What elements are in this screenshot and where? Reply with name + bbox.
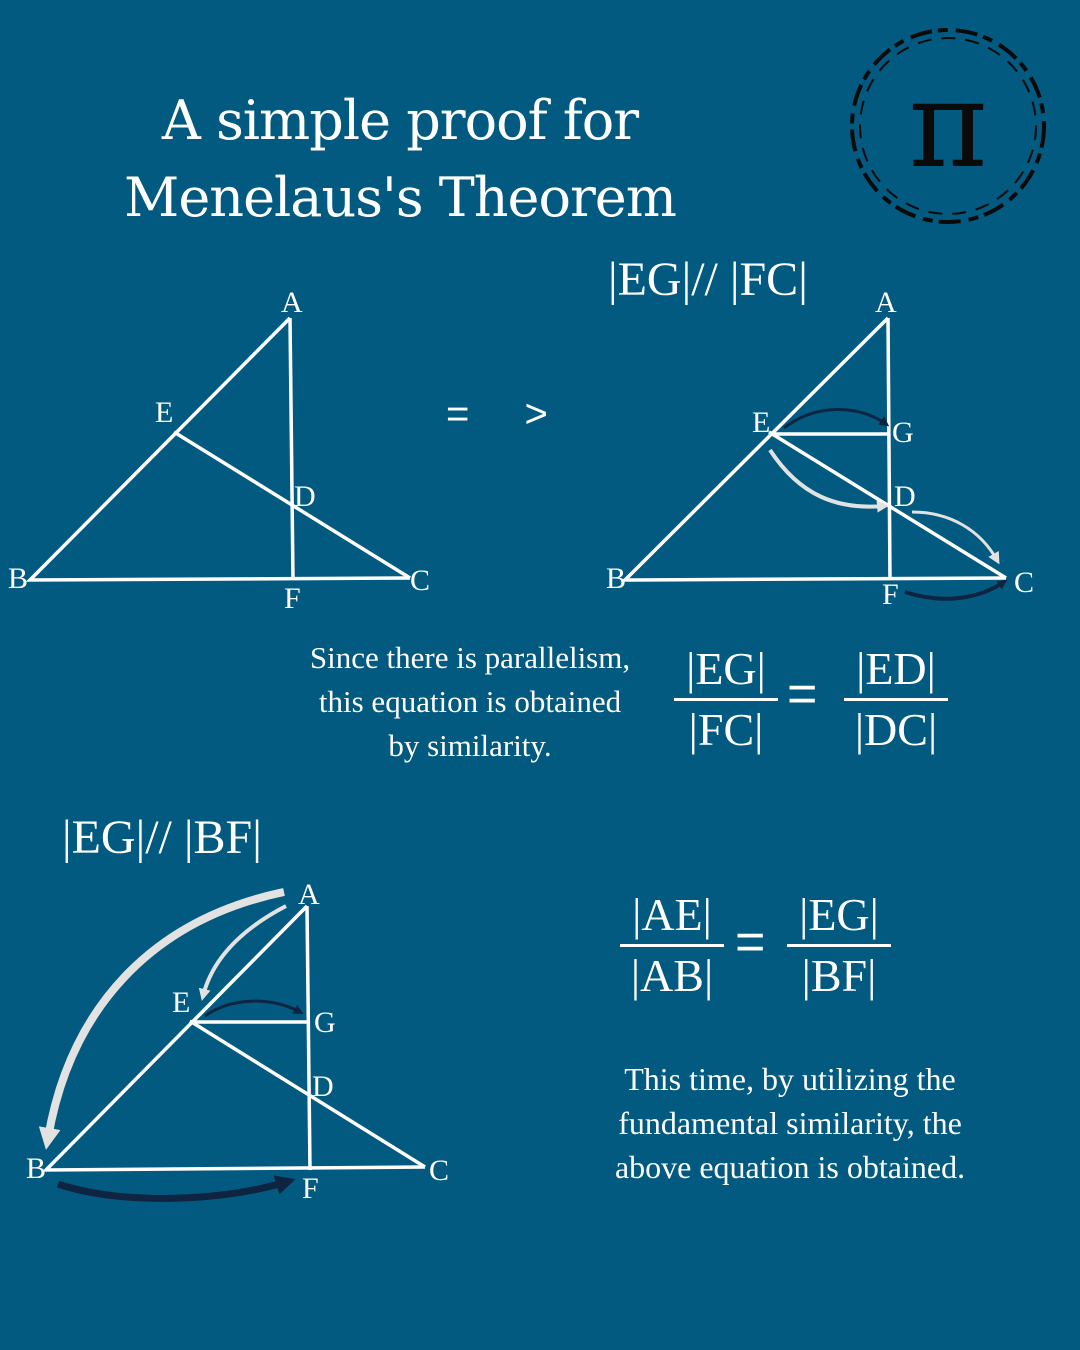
- caption-similarity-1: Since there is parallelism, this equatio…: [280, 636, 660, 768]
- p3-label-G: G: [314, 1006, 336, 1039]
- p1-label-E: E: [155, 396, 173, 429]
- title-line-1: A simple proof for: [161, 89, 639, 152]
- caption-similarity-2: This time, by utilizing the fundamental …: [580, 1057, 1000, 1189]
- eq1-fraction-bar-left: [674, 698, 778, 701]
- eq2-equals-sign: =: [735, 913, 766, 971]
- caption1-line-1: Since there is parallelism,: [309, 640, 631, 675]
- arrow-F-to-C: [904, 579, 1008, 601]
- triangle-diagram-1: [25, 316, 411, 582]
- eq2-fraction-bar-left: [620, 944, 724, 947]
- arrow-E-to-D: [768, 448, 889, 513]
- equation1-left-fraction: |EG| |FC|: [674, 640, 778, 759]
- line-AF-3: [305, 905, 312, 1171]
- line-AF-2: [886, 317, 892, 581]
- eq1-numerator-left: |EG|: [686, 643, 766, 694]
- line-AF-1: [288, 317, 295, 581]
- eq1-numerator-right: |ED|: [856, 643, 936, 694]
- eq1-fraction-bar-right: [844, 698, 948, 701]
- triangle-diagram-2: [620, 316, 1007, 582]
- similarity-arrows-2: [768, 408, 1008, 601]
- triangle-sides-2: [620, 316, 1007, 582]
- p2-label-B: B: [606, 562, 626, 595]
- pi-logo-icon: π: [850, 28, 1046, 224]
- eq2-denominator-right: |BF|: [801, 950, 877, 1001]
- equation1-right-fraction: |ED| |DC|: [844, 640, 948, 759]
- triangle-sides-1: [25, 316, 411, 582]
- arrow-D-to-C: [911, 510, 1000, 565]
- p3-label-A: A: [298, 878, 320, 911]
- p1-label-D: D: [294, 480, 316, 513]
- arrow-E-to-G-3: [204, 999, 304, 1018]
- eq1-denominator-right: |DC|: [854, 704, 938, 755]
- caption1-line-2: this equation is obtained: [318, 684, 622, 719]
- triangle-sides-3: [41, 904, 426, 1172]
- caption2-line-2: fundamental similarity, the: [618, 1105, 962, 1141]
- arrow-B-to-F: [56, 1175, 296, 1202]
- eq2-fraction-bar-right: [787, 944, 891, 947]
- arrow-A-to-E: [198, 904, 287, 1001]
- p2-label-E: E: [752, 406, 770, 439]
- title-line-2: Menelaus's Theorem: [124, 166, 677, 229]
- pi-symbol: π: [909, 56, 988, 195]
- page-title: A simple proof for Menelaus's Theorem: [90, 82, 710, 236]
- caption2-line-1: This time, by utilizing the: [624, 1061, 956, 1097]
- p2-label-G: G: [892, 416, 914, 449]
- similarity-arrows-3: [38, 888, 304, 1202]
- equation2-left-fraction: |AE| |AB|: [620, 886, 724, 1005]
- parallel-statement-2: |EG|// |BF|: [62, 811, 262, 864]
- line-EC-3: [189, 1019, 426, 1169]
- p3-label-C: C: [429, 1154, 449, 1187]
- parallel-statement-1: |EG|// |FC|: [608, 253, 808, 306]
- caption1-line-3: by similarity.: [388, 728, 552, 763]
- triangle-diagram-3: [41, 904, 426, 1172]
- p1-label-A: A: [281, 286, 303, 319]
- eq1-denominator-left: |FC|: [688, 704, 764, 755]
- p3-label-D: D: [312, 1070, 334, 1103]
- arrow-A-to-B: [38, 888, 285, 1150]
- p2-label-C: C: [1014, 566, 1034, 599]
- p2-label-D: D: [894, 480, 916, 513]
- p3-label-F: F: [302, 1172, 319, 1205]
- p1-label-F: F: [284, 582, 301, 615]
- eq2-numerator-right: |EG|: [799, 889, 879, 940]
- eq2-numerator-left: |AE|: [632, 889, 712, 940]
- eq1-equals-sign: =: [787, 665, 818, 723]
- p2-label-F: F: [882, 578, 899, 611]
- p1-label-C: C: [410, 564, 430, 597]
- p1-label-B: B: [8, 562, 28, 595]
- p3-label-B: B: [26, 1152, 46, 1185]
- arrow-E-to-G: [783, 408, 890, 430]
- implies-symbol: = >: [446, 392, 570, 436]
- equation2-right-fraction: |EG| |BF|: [787, 886, 891, 1005]
- caption2-line-3: above equation is obtained.: [614, 1149, 966, 1185]
- eq2-denominator-left: |AB|: [630, 950, 714, 1001]
- p2-label-A: A: [875, 286, 897, 319]
- line-EC-1: [173, 430, 411, 580]
- p3-label-E: E: [172, 986, 190, 1019]
